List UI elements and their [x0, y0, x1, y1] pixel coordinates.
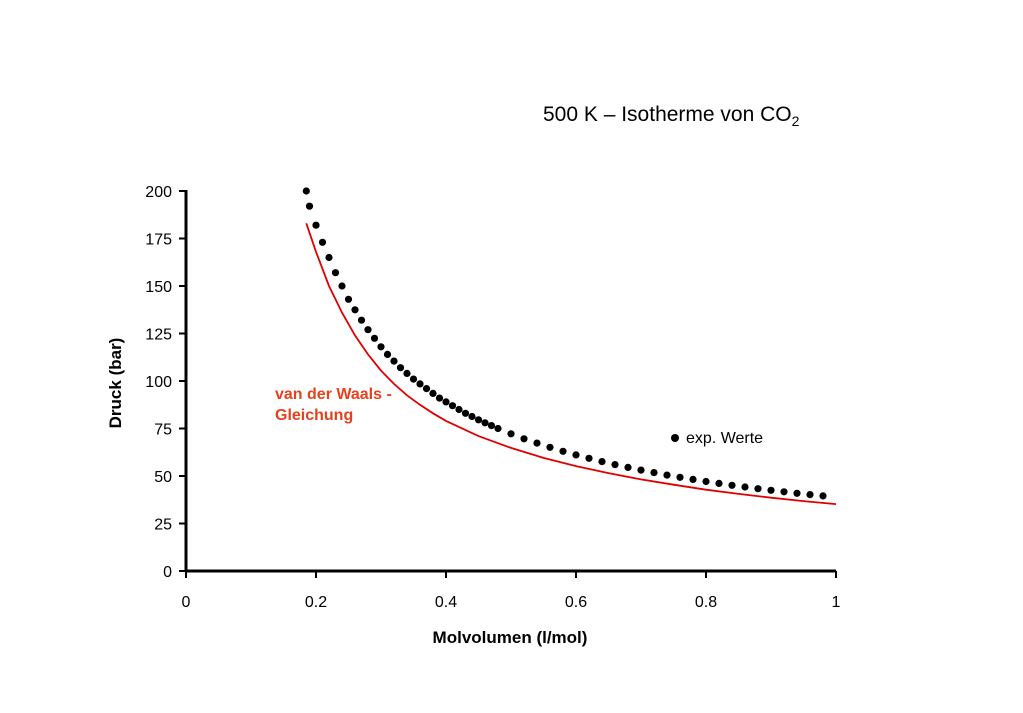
exp-data-point — [676, 473, 684, 481]
exp-data-point — [416, 380, 424, 388]
exp-data-point — [598, 458, 606, 466]
exp-data-point — [338, 282, 346, 290]
x-axis-title: Molvolumen (l/mol) — [433, 628, 588, 647]
exp-data-point — [806, 491, 814, 499]
exp-data-point — [396, 364, 405, 372]
exp-data-point — [559, 447, 567, 455]
exp-data-point — [533, 439, 541, 447]
exp-data-point — [520, 435, 528, 443]
exp-data-point — [793, 489, 801, 497]
exp-data-point — [741, 483, 749, 491]
x-tick-label: 0.6 — [565, 594, 587, 611]
vdw-annotation-line-1: van der Waals - — [275, 386, 392, 403]
legend-exp-werte: exp. Werte — [686, 430, 763, 447]
exp-data-point — [390, 357, 398, 365]
exp-data-point — [442, 398, 450, 406]
exp-data-point — [383, 350, 392, 358]
exp-data-point — [302, 187, 310, 195]
x-tick-label: 0.4 — [435, 594, 457, 611]
exp-data-point — [780, 488, 788, 496]
exp-data-point — [507, 430, 515, 438]
exp-data-point — [728, 481, 736, 489]
y-tick-label: 25 — [154, 517, 172, 534]
exp-data-point — [819, 492, 827, 500]
exp-data-point — [325, 253, 333, 262]
exp-data-point — [650, 469, 658, 477]
exp-data-point — [448, 402, 457, 410]
exp-data-point — [468, 412, 476, 421]
exp-data-point — [364, 326, 372, 334]
y-tick-label: 200 — [145, 184, 172, 201]
exp-data-point — [474, 416, 483, 424]
exp-data-point — [572, 451, 580, 459]
y-tick-label: 75 — [154, 422, 172, 439]
exp-data-point — [754, 485, 762, 493]
exp-data-point — [455, 405, 463, 414]
exp-data-point — [305, 202, 314, 210]
y-tick-label: 100 — [145, 374, 172, 391]
exp-data-point — [637, 466, 645, 474]
x-tick-label: 0.8 — [695, 594, 717, 611]
x-tick-label: 0 — [182, 594, 191, 611]
exp-data-point — [403, 369, 411, 377]
exp-data-point — [409, 375, 418, 383]
y-axis-title: Druck (bar) — [106, 338, 125, 429]
chart-title-subscript: 2 — [792, 113, 800, 129]
exp-data-point — [318, 238, 327, 246]
exp-data-point — [767, 486, 775, 494]
vdw-series-line — [305, 223, 837, 505]
exp-data-point — [370, 334, 379, 342]
exp-data-point — [481, 419, 489, 427]
x-tick-label: 1 — [832, 594, 841, 611]
exp-data-point — [377, 343, 385, 351]
legend-dot-marker — [671, 434, 679, 442]
exp-data-point — [487, 422, 496, 430]
exp-data-point — [546, 443, 554, 451]
exp-data-point — [312, 221, 320, 229]
exp-data-point — [715, 479, 723, 487]
chart-title: 500 K – Isotherme von CO2 — [543, 103, 800, 129]
exp-data-point — [435, 394, 444, 402]
exp-data-point — [611, 461, 619, 469]
vdw-annotation-line-2: Gleichung — [275, 407, 353, 424]
exp-data-point — [663, 471, 671, 479]
exp-data-point — [461, 409, 470, 417]
exp-data-point — [351, 306, 359, 314]
x-tick-label: 0.2 — [305, 594, 327, 611]
plot-area: 0 25 50 75 100 125 150 175 200 0 0.2 0.4 0.6 0.8 1 — [145, 184, 840, 611]
chart-title-main: 500 K – Isotherme von CO — [543, 103, 792, 126]
exp-data-point — [429, 389, 437, 397]
exp-data-point — [331, 269, 340, 277]
exp-data-point — [702, 477, 710, 486]
exp-data-point — [422, 385, 431, 393]
y-tick-label: 175 — [145, 232, 172, 249]
exp-data-point — [344, 295, 353, 303]
y-tick-label: 150 — [145, 279, 172, 296]
exp-data-point — [689, 475, 697, 483]
y-tick-label: 125 — [145, 327, 172, 344]
exp-data-point — [585, 454, 593, 462]
exp-data-point — [357, 316, 366, 324]
y-tick-label: 0 — [163, 564, 172, 581]
exp-data-point — [624, 463, 632, 471]
y-tick-label: 50 — [154, 469, 172, 486]
exp-data-point — [494, 424, 502, 433]
